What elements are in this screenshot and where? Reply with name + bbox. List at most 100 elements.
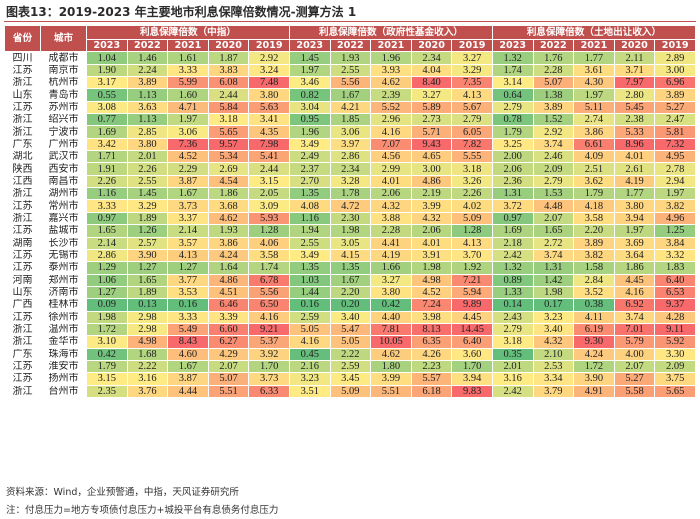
ratio-cell: 1.97 (613, 224, 656, 238)
ratio-cell: 5.92 (654, 335, 696, 349)
province-cell: 广西 (4, 298, 41, 312)
ratio-cell: 4.04 (410, 63, 453, 78)
province-cell: 浙江 (4, 113, 41, 127)
table-row: 广东 广州市 3.42 3.80 7.36 9.57 7.98 3.49 3.97 7.07 9.4… (4, 137, 696, 152)
ratio-cell: 4.01 (370, 174, 412, 189)
ratio-cell: 1.97 (167, 113, 209, 127)
ratio-cell: 3.18 (207, 113, 250, 127)
ratio-cell: 1.64 (207, 261, 250, 275)
ratio-cell: 3.14 (491, 76, 534, 90)
ratio-cell: 4.19 (370, 248, 412, 263)
ratio-cell: 1.93 (207, 224, 250, 238)
year-header: 2022 (329, 38, 372, 53)
province-header: 省份 (4, 24, 41, 53)
ratio-cell: 3.28 (329, 174, 372, 189)
chart-title: 图表13：2019-2023 年主要地市利息保障倍数情况-测算方法 1 (6, 5, 357, 19)
ratio-cell: 5.56 (329, 76, 372, 90)
ratio-cell: 2.07 (613, 359, 656, 374)
table-row: 山东 济南市 1.27 1.89 3.53 4.51 5.56 1.44 2.20 3.80 4.5… (4, 285, 696, 300)
ratio-cell: 2.85 (126, 125, 169, 139)
table-row: 江苏 徐州市 1.98 2.98 3.33 3.39 4.16 2.59 3.40 4.40 3.9… (4, 310, 696, 324)
year-header: 2023 (86, 38, 128, 53)
ratio-cell: 4.60 (167, 347, 209, 361)
ratio-cell: 4.45 (613, 273, 656, 287)
ratio-cell: 0.16 (167, 298, 209, 312)
ratio-cell: 1.93 (329, 51, 372, 65)
ratio-cell: 10.05 (370, 335, 412, 349)
ratio-cell: 1.13 (126, 113, 169, 127)
city-cell: 绍兴市 (40, 113, 87, 127)
ratio-cell: 4.86 (207, 273, 250, 287)
year-header: 2022 (532, 38, 575, 53)
ratio-cell: 3.73 (167, 199, 209, 213)
ratio-cell: 2.34 (329, 162, 372, 176)
ratio-cell: 2.55 (329, 63, 372, 78)
ratio-cell: 3.99 (370, 372, 412, 386)
table-row: 浙江 台州市 2.35 3.76 4.44 5.51 6.33 3.51 5.09 5.51 6.1… (4, 384, 696, 398)
ratio-cell: 5.09 (451, 211, 493, 226)
ratio-cell: 5.07 (207, 372, 250, 386)
ratio-cell: 0.55 (86, 88, 128, 102)
ratio-cell: 1.98 (532, 285, 575, 300)
ratio-cell: 3.00 (410, 162, 453, 176)
ratio-cell: 3.18 (491, 335, 534, 349)
ratio-cell: 1.89 (126, 285, 169, 300)
ratio-cell: 5.47 (329, 322, 372, 337)
ratio-cell: 3.04 (288, 100, 331, 115)
city-cell: 南京市 (40, 63, 87, 78)
ratio-cell: 1.66 (370, 261, 412, 275)
ratio-cell: 3.84 (654, 236, 696, 250)
province-cell: 江苏 (4, 372, 41, 386)
ratio-cell: 4.29 (207, 347, 250, 361)
source-note: 资料来源：Wind，企业预警通，中指，天风证券研究所 (6, 487, 239, 498)
ratio-cell: 2.47 (654, 113, 696, 127)
ratio-cell: 2.28 (532, 63, 575, 78)
ratio-cell: 3.61 (573, 63, 615, 78)
ratio-cell: 1.27 (126, 261, 169, 275)
ratio-cell: 4.16 (370, 125, 412, 139)
ratio-cell: 1.32 (491, 51, 534, 65)
table-row: 河南 郑州市 1.06 1.65 3.77 4.86 6.78 1.03 1.67 3.27 4.9… (4, 273, 696, 287)
ratio-cell: 4.52 (410, 285, 453, 300)
ratio-cell: 1.79 (573, 187, 615, 201)
ratio-cell: 3.98 (410, 310, 453, 324)
ratio-cell: 0.45 (288, 347, 331, 361)
ratio-cell: 1.60 (167, 88, 209, 102)
ratio-cell: 5.37 (248, 335, 290, 349)
ratio-cell: 8.13 (410, 322, 453, 337)
ratio-cell: 4.65 (410, 150, 453, 164)
ratio-cell: 5.58 (613, 384, 656, 398)
city-cell: 扬州市 (40, 372, 87, 386)
table-row: 浙江 金华市 3.10 4.98 8.43 6.27 5.37 4.16 5.05 10.05 6.… (4, 335, 696, 349)
year-header: 2022 (126, 38, 169, 53)
ratio-cell: 5.52 (370, 100, 412, 115)
ratio-cell: 1.38 (532, 88, 575, 102)
table-row: 江苏 泰州市 1.29 1.27 1.27 1.64 1.74 1.35 1.35 1.66 1.9… (4, 261, 696, 275)
ratio-cell: 7.81 (370, 322, 412, 337)
year-header: 2019 (654, 38, 696, 53)
ratio-cell: 3.25 (491, 137, 534, 152)
ratio-cell: 2.84 (573, 273, 615, 287)
province-cell: 江苏 (4, 224, 41, 238)
city-cell: 桂林市 (40, 298, 87, 312)
ratio-cell: 3.58 (248, 248, 290, 263)
ratio-cell: 5.57 (410, 372, 453, 386)
ratio-cell: 3.06 (329, 125, 372, 139)
ratio-cell: 3.49 (288, 137, 331, 152)
ratio-cell: 2.59 (288, 310, 331, 324)
year-header: 2019 (248, 38, 290, 53)
ratio-cell: 5.07 (532, 76, 575, 90)
ratio-cell: 4.91 (573, 384, 615, 398)
ratio-cell: 3.70 (451, 248, 493, 263)
ratio-cell: 6.61 (573, 137, 615, 152)
ratio-cell: 2.16 (288, 359, 331, 374)
ratio-cell: 1.67 (167, 359, 209, 374)
ratio-cell: 3.40 (329, 310, 372, 324)
ratio-cell: 4.13 (451, 88, 493, 102)
city-cell: 成都市 (40, 51, 87, 65)
ratio-cell: 3.49 (288, 248, 331, 263)
ratio-cell: 3.32 (654, 248, 696, 263)
ratio-cell: 3.89 (532, 100, 575, 115)
table-row: 山东 青岛市 0.55 1.13 1.60 2.44 3.80 0.82 1.67 2.39 3.2… (4, 88, 696, 102)
ratio-cell: 3.53 (167, 285, 209, 300)
